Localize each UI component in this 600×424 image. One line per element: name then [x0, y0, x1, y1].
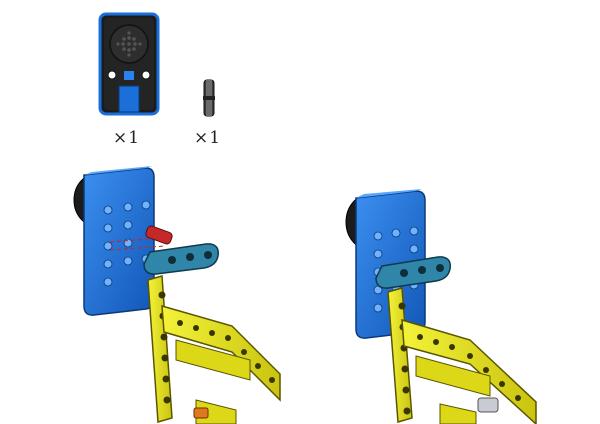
connector-pin-part — [203, 79, 215, 117]
assembly-step-assembled — [345, 189, 537, 424]
connector-pin-quantity: ×1 — [194, 128, 222, 148]
speaker-module-part — [98, 12, 160, 116]
assembly-step-exploded — [73, 166, 281, 424]
speaker-module-quantity: ×1 — [113, 128, 141, 148]
